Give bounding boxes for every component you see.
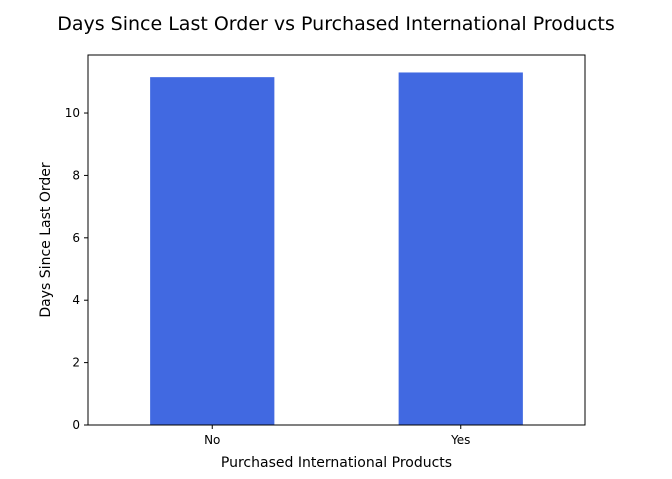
y-tick-label: 6 xyxy=(72,231,80,245)
y-tick-label: 0 xyxy=(72,418,80,432)
x-axis-ticks: No Yes xyxy=(204,425,470,447)
y-tick-label: 8 xyxy=(72,168,80,182)
y-tick-label: 4 xyxy=(72,293,80,307)
plot-area-frame xyxy=(87,54,586,426)
y-axis-ticks: 0 2 4 6 8 10 xyxy=(65,106,88,432)
bars-group xyxy=(150,72,523,425)
bar-yes xyxy=(398,72,523,425)
y-tick-label: 10 xyxy=(65,106,80,120)
x-tick-label: Yes xyxy=(450,433,470,447)
y-axis-label: Days Since Last Order xyxy=(38,162,54,317)
x-tick-label: No xyxy=(204,433,220,447)
x-axis-label: Purchased International Products xyxy=(221,455,452,471)
y-tick-label: 2 xyxy=(72,356,80,370)
chart-title: Days Since Last Order vs Purchased Inter… xyxy=(57,13,615,35)
bar-no xyxy=(150,77,275,425)
